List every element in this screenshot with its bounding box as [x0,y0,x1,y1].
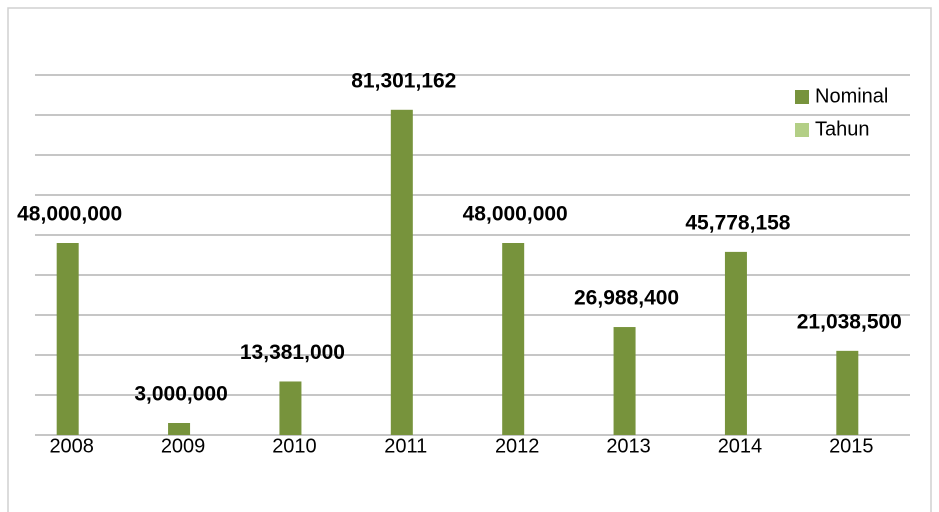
data-label: 45,778,158 [685,211,790,234]
bar [56,243,79,435]
bar [390,109,413,435]
legend-swatch [795,123,809,137]
data-label: 81,301,162 [351,69,456,92]
x-tick-label: 2014 [718,435,763,457]
x-tick-label: 2015 [829,435,874,457]
bar [724,251,747,435]
data-label: 21,038,500 [797,310,902,333]
x-tick-label: 2010 [272,435,317,457]
bar [613,327,636,435]
data-label: 48,000,000 [463,203,568,226]
legend-label: Nominal [815,85,888,107]
bar [168,423,191,435]
x-tick-label: 2011 [384,435,427,457]
data-label: 13,381,000 [240,341,345,364]
bar [279,381,302,435]
data-label: 3,000,000 [134,383,227,406]
bar [502,243,525,435]
chart-frame [7,7,932,512]
x-tick-label: 2012 [495,435,540,457]
x-tick-label: 2009 [161,435,206,457]
data-label: 48,000,000 [17,203,122,226]
legend-label: Tahun [815,118,870,140]
bar [836,350,859,435]
x-tick-label: 2013 [606,435,651,457]
x-tick-label: 2008 [49,435,94,457]
legend-swatch [795,90,809,104]
data-label: 26,988,400 [574,287,679,310]
